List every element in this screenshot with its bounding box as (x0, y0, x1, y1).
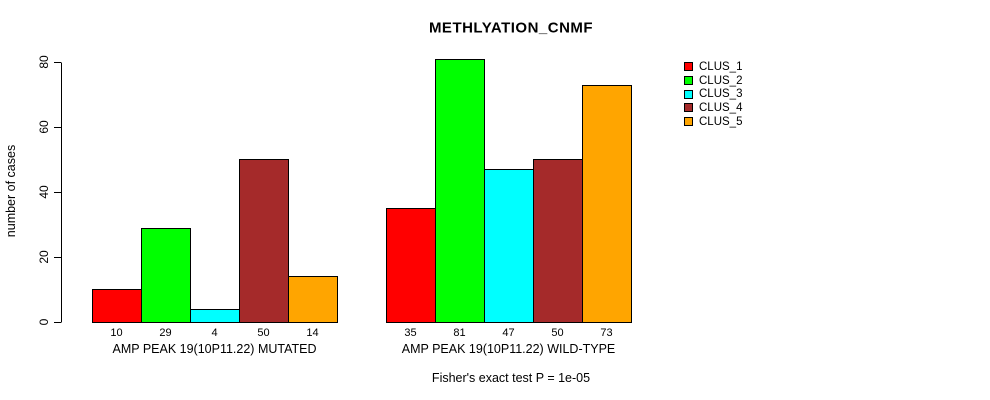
bar-clus_1 (386, 208, 436, 323)
legend-swatch-icon (684, 117, 693, 127)
bar-value-label: 4 (211, 327, 218, 339)
legend-label: CLUS_2 (699, 74, 743, 87)
bar-clus_1 (92, 289, 142, 323)
legend-item-clus_3: CLUS_3 (684, 87, 742, 101)
y-tick-label: 20 (37, 250, 51, 264)
bar-clus_3 (484, 169, 534, 323)
y-tick-label: 0 (37, 318, 51, 326)
legend-item-clus_5: CLUS_5 (684, 115, 742, 129)
bar-clus_5 (582, 85, 632, 323)
bar-value-label: 29 (159, 327, 172, 339)
legend-item-clus_1: CLUS_1 (684, 60, 742, 74)
bar-value-label: 73 (600, 327, 613, 339)
bar-clus_2 (141, 228, 191, 323)
bar-value-label: 50 (257, 327, 270, 339)
legend-swatch-icon (684, 89, 693, 99)
y-tick-label: 40 (37, 185, 51, 199)
bar-clus_4 (533, 159, 583, 323)
bar-value-label: 35 (404, 327, 417, 339)
chart-title: METHLYATION_CNMF (428, 19, 594, 37)
fisher-test-annotation: Fisher's exact test P = 1e-05 (431, 371, 591, 385)
bar-value-label: 47 (502, 327, 515, 339)
bar-clus_3 (190, 309, 240, 323)
legend: CLUS_1 CLUS_2 CLUS_3 CLUS_4 CLUS_5 (684, 60, 742, 128)
legend-swatch-icon (684, 76, 693, 86)
group-label: AMP PEAK 19(10P11.22) MUTATED (112, 342, 317, 356)
y-axis-label: number of cases (4, 144, 18, 238)
bar-value-label: 50 (551, 327, 564, 339)
legend-label: CLUS_1 (699, 60, 743, 73)
legend-label: CLUS_4 (699, 101, 743, 114)
legend-swatch-icon (684, 62, 693, 72)
legend-swatch-icon (684, 103, 693, 113)
legend-label: CLUS_5 (699, 115, 743, 128)
legend-item-clus_4: CLUS_4 (684, 101, 742, 115)
y-tick-label: 60 (37, 120, 51, 134)
bar-clus_2 (435, 59, 485, 323)
bar-value-label: 81 (453, 327, 466, 339)
legend-item-clus_2: CLUS_2 (684, 74, 742, 88)
group-label: AMP PEAK 19(10P11.22) WILD-TYPE (401, 342, 616, 356)
bar-value-label: 10 (110, 327, 123, 339)
bar-clus_4 (239, 159, 289, 323)
y-tick-label: 80 (37, 55, 51, 69)
bar-value-label: 14 (306, 327, 319, 339)
legend-label: CLUS_3 (699, 88, 743, 101)
bar-clus_5 (288, 276, 338, 323)
